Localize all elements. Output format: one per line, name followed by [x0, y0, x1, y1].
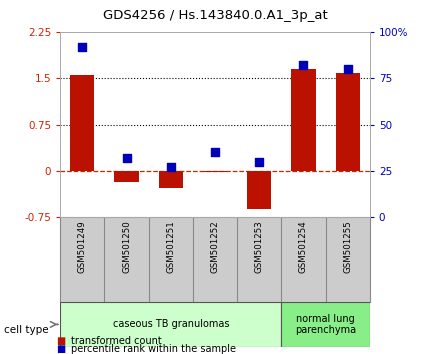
Bar — [281, 302, 370, 347]
Text: ■: ■ — [56, 344, 65, 354]
Text: caseous TB granulomas: caseous TB granulomas — [113, 319, 229, 330]
Text: percentile rank within the sample: percentile rank within the sample — [71, 344, 236, 354]
Text: cell type: cell type — [4, 325, 49, 335]
Bar — [247, 171, 271, 209]
Text: GSM501252: GSM501252 — [211, 221, 219, 273]
Text: GDS4256 / Hs.143840.0.A1_3p_at: GDS4256 / Hs.143840.0.A1_3p_at — [103, 9, 327, 22]
Point — [256, 159, 263, 164]
Bar — [114, 171, 139, 182]
Bar — [70, 75, 95, 171]
Text: ■: ■ — [56, 336, 65, 346]
Point — [79, 44, 86, 50]
Text: GSM501253: GSM501253 — [255, 221, 264, 273]
Text: normal lung
parenchyma: normal lung parenchyma — [295, 314, 356, 335]
Bar — [60, 302, 281, 347]
Bar — [203, 171, 227, 172]
Bar — [291, 69, 316, 171]
Text: GSM501250: GSM501250 — [122, 221, 131, 273]
Bar — [159, 171, 183, 188]
Bar — [335, 73, 360, 171]
Point — [167, 164, 174, 170]
Point — [123, 155, 130, 161]
Point — [344, 66, 351, 72]
Text: GSM501249: GSM501249 — [78, 221, 87, 273]
Text: GSM501255: GSM501255 — [343, 221, 352, 273]
Text: GSM501251: GSM501251 — [166, 221, 175, 273]
Text: GSM501254: GSM501254 — [299, 221, 308, 273]
Text: transformed count: transformed count — [71, 336, 162, 346]
Point — [300, 62, 307, 68]
Point — [212, 149, 218, 155]
